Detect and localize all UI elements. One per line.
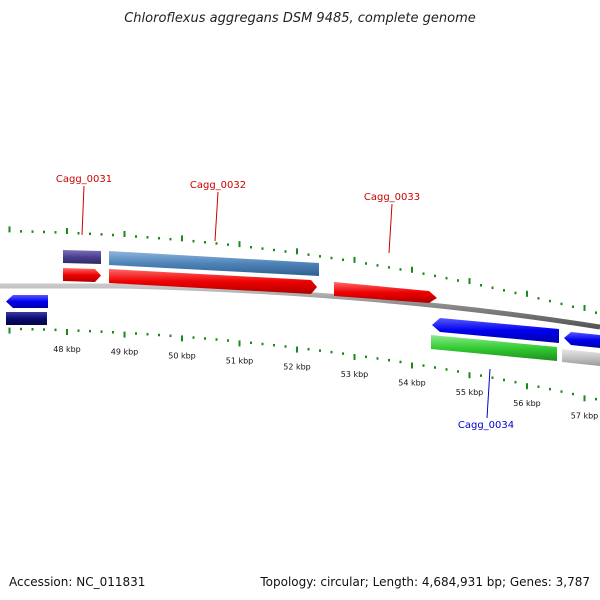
- gene-label-cagg-0031[interactable]: Cagg_0031: [56, 174, 112, 185]
- gene-feature-left-reverse[interactable]: [6, 295, 48, 308]
- gene-feature-cagg-0032-cds[interactable]: [109, 251, 319, 276]
- genome-summary-text: Topology: circular; Length: 4,684,931 bp…: [259, 575, 590, 589]
- tick-label: 55 kbp: [456, 388, 484, 397]
- tick-label: 53 kbp: [341, 370, 369, 379]
- tick-label: 54 kbp: [398, 378, 426, 387]
- scale-tick-labels: 48 kbp 49 kbp 50 kbp 51 kbp 52 kbp 53 kbp 54 k…: [53, 345, 598, 420]
- map-title: Chloroflexus aggregans DSM 9485, complet…: [124, 11, 476, 26]
- tick-label: 56 kbp: [513, 399, 541, 408]
- gene-feature-right-reverse[interactable]: [564, 332, 600, 348]
- gene-feature-cagg-0031-cds[interactable]: [63, 250, 101, 264]
- tick-label: 50 kbp: [168, 351, 196, 360]
- gene-feature-cagg-0033[interactable]: [334, 282, 437, 303]
- genome-backbone: [0, 283, 600, 330]
- gene-feature-cagg-0034[interactable]: [432, 318, 559, 343]
- forward-scale-ticks: [8, 226, 597, 314]
- tick-label: 57 kbp: [571, 411, 599, 420]
- tick-label: 52 kbp: [283, 363, 311, 372]
- label-leader-cagg-0031: [81, 185, 85, 236]
- gene-feature-left-reverse-cds[interactable]: [6, 312, 47, 325]
- tick-label: 48 kbp: [53, 345, 81, 354]
- tick-label: 51 kbp: [226, 356, 254, 365]
- gene-label-cagg-0032[interactable]: Cagg_0032: [190, 180, 246, 191]
- label-leader-cagg-0034: [486, 368, 491, 419]
- gene-feature-cagg-0031[interactable]: [63, 268, 101, 282]
- tick-label: 49 kbp: [111, 348, 139, 357]
- gene-feature-cagg-0034-cds[interactable]: [431, 335, 557, 361]
- label-leader-cagg-0033: [388, 203, 393, 254]
- gene-label-cagg-0034[interactable]: Cagg_0034: [458, 420, 514, 431]
- gene-label-cagg-0033[interactable]: Cagg_0033: [364, 192, 420, 203]
- label-leader-cagg-0032: [214, 191, 219, 242]
- reverse-scale-ticks: [8, 327, 597, 402]
- accession-text: Accession: NC_011831: [9, 575, 145, 589]
- gene-feature-right-cds[interactable]: [562, 349, 600, 366]
- gene-feature-cagg-0032[interactable]: [109, 269, 317, 294]
